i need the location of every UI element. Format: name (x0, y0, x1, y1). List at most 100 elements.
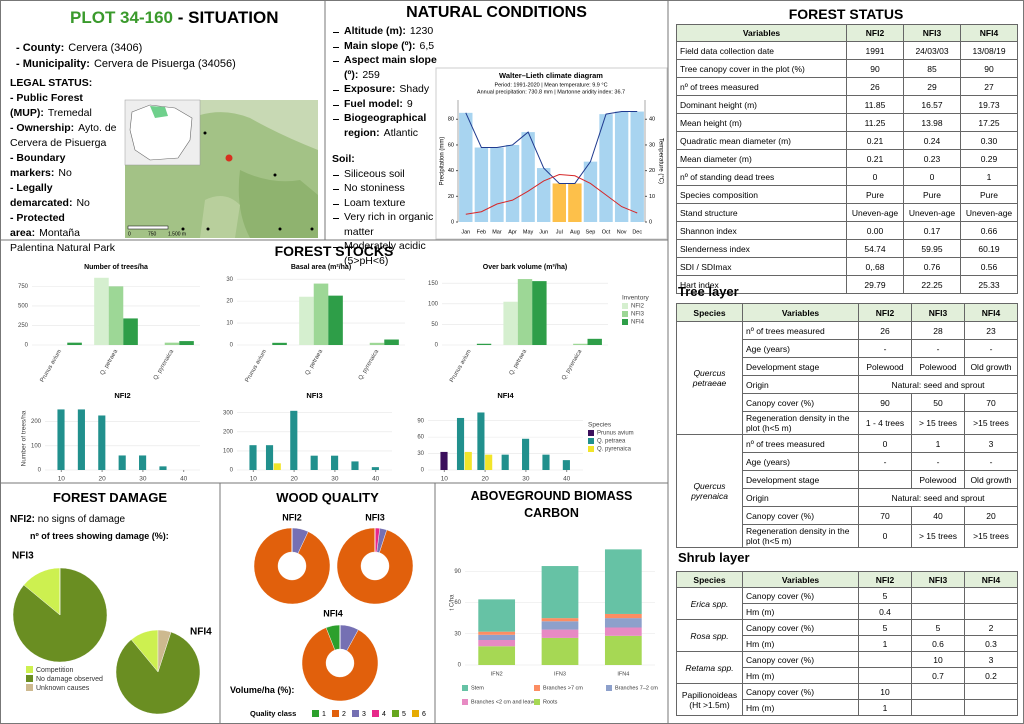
bar (369, 342, 385, 345)
legend-swatch (26, 675, 33, 682)
table-cell: 0.2 (964, 667, 1018, 684)
climate-subtitle: Period: 1991-2020 | Mean temperature: 9.… (494, 82, 607, 88)
legal-item: - Protected area: Montaña Palentina Natur… (10, 211, 122, 256)
table-cell: Age (years) (742, 452, 859, 471)
legend-title: Quality class (250, 709, 296, 718)
table-cell: Mean diameter (m) (676, 149, 847, 168)
table-row: nº of standing dead trees 0 0 1 (676, 167, 1018, 186)
table-cell: Development stage (742, 470, 859, 489)
stacked-bar (478, 646, 516, 665)
y-tick-label: 10 (226, 321, 233, 327)
table-cell: 0 (903, 167, 961, 186)
bar (57, 409, 65, 470)
stacked-bar (604, 635, 642, 665)
legend-label: 3 (362, 711, 366, 718)
table-cell (964, 683, 1018, 700)
item-label: - Boundary markers: (10, 152, 66, 179)
table-cell: 90 (858, 393, 912, 412)
table-cell: Hm (m) (742, 603, 859, 620)
map-scale-label: 1.500 m (168, 231, 186, 237)
y-tick-label: 500 (18, 303, 29, 309)
table-row: Hm (m) 1 (677, 699, 1018, 716)
table-cell: Polewood (911, 470, 965, 489)
item-value: Shady (399, 83, 430, 95)
table-row: Papilionoideas (Ht >1.5m) Canopy cover (%… (676, 683, 1018, 716)
table-cell: 90 (846, 59, 904, 78)
table-cell: Canopy cover (%) (742, 393, 859, 412)
tree-layer-title: Tree layer (678, 284, 739, 299)
table-cell: 24/03/03 (903, 41, 961, 60)
table-cell: 0.4 (858, 603, 912, 620)
legend-swatch (606, 685, 612, 691)
x-tick-label: Q. pyrenaica (561, 348, 584, 381)
table-row: nº of trees measured 26 29 27 (676, 77, 1018, 96)
y-tick-label: 90 (417, 418, 424, 424)
x-tick-label: Q. petraea (509, 348, 529, 376)
legend-label: 6 (422, 711, 426, 718)
legal-status: LEGAL STATUS: - Public Forest (MUP): Trem… (10, 76, 122, 256)
header-cell: Variables (742, 303, 859, 322)
header-cell: NFI4 (964, 571, 1018, 588)
table-cell: 50 (911, 393, 965, 412)
map (124, 99, 318, 238)
stacked-bar (541, 629, 579, 638)
table-cell: Canopy cover (%) (742, 587, 859, 604)
x-tick-label: 20 (290, 476, 298, 483)
table-cell: Natural: seed and sprout (858, 488, 1018, 507)
item-label: Aspect main slope (º): (344, 54, 437, 81)
x-tick-label: IFN4 (617, 671, 629, 677)
bar (159, 466, 167, 470)
legend-title: Species (588, 422, 612, 429)
legend-label: Q. pyrenaica (597, 447, 632, 453)
plot-location (225, 154, 233, 162)
table-row: Quadratic mean diameter (m) 0.21 0.24 0.30 (676, 131, 1018, 150)
x-tick-label: Jan (461, 229, 470, 235)
x-tick-label: 10 (441, 476, 449, 483)
stacked-bar (478, 631, 516, 635)
table-cell: Mean height (m) (676, 113, 847, 132)
bar (108, 286, 124, 345)
table-cell: Age (years) (742, 339, 859, 358)
table-row: Canopy cover (%) 70 40 20 (677, 506, 1018, 525)
tree-layer: Species Variables NFI2 NFI3 NFI4 Quercus petr… (676, 303, 1018, 548)
table-cell: - (911, 452, 965, 471)
table-cell: 3 (964, 651, 1018, 668)
table-cell: Shannon index (676, 221, 847, 240)
precipitation-bar (459, 112, 473, 222)
shrub-layer: Species Variables NFI2 NFI3 NFI4 Erica spp. Ca… (676, 571, 1018, 716)
header-cell: Species (676, 571, 743, 588)
table-row: SDI / SDImax 0,.68 0.76 0.56 (676, 257, 1018, 276)
table-cell: 5 (858, 587, 912, 604)
table-cell: Canopy cover (%) (742, 619, 859, 636)
bar (532, 281, 547, 345)
table-row: Quercus pyrenaica nº of trees measured 0 1 3 (676, 434, 1018, 548)
forest-status: Variables NFI2 NFI3 NFI4 Field data collecti… (676, 24, 1018, 294)
table-row: Mean height (m) 11.25 13.98 17.25 (676, 113, 1018, 132)
table-cell: 5 (858, 619, 912, 636)
legend-swatch (534, 699, 540, 705)
legend-swatch (588, 446, 594, 452)
x-tick-label: IFN2 (491, 671, 503, 677)
header-row: Species Variables NFI2 NFI3 NFI4 (676, 571, 1018, 588)
y-tick-label: 250 (18, 323, 29, 329)
reference-point (181, 227, 185, 231)
table-cell: 59.95 (903, 239, 961, 258)
table-cell: 0 (858, 524, 912, 548)
item-value: 1230 (409, 25, 434, 37)
condition-item: Fuel model: 9 (332, 97, 440, 112)
pie-title: NFI3 (12, 551, 34, 562)
table-cell: > 15 trees (911, 524, 965, 548)
table-cell: Quadratic mean diameter (m) (676, 131, 847, 150)
volume-label: Volume/ha (%): (230, 685, 295, 695)
table-cell: Tree canopy cover in the plot (%) (676, 59, 847, 78)
stacked-bar (541, 621, 579, 630)
bar (265, 445, 274, 470)
x-tick-label: Nov (617, 229, 627, 235)
bar (562, 460, 570, 470)
pie-slice (115, 631, 201, 715)
location-item: - County: Cervera (3406) (16, 40, 236, 56)
y-axis-label: Number of trees/ha (21, 410, 28, 466)
stacked-bar (541, 566, 579, 619)
table-cell: Uneven-age (960, 203, 1018, 222)
